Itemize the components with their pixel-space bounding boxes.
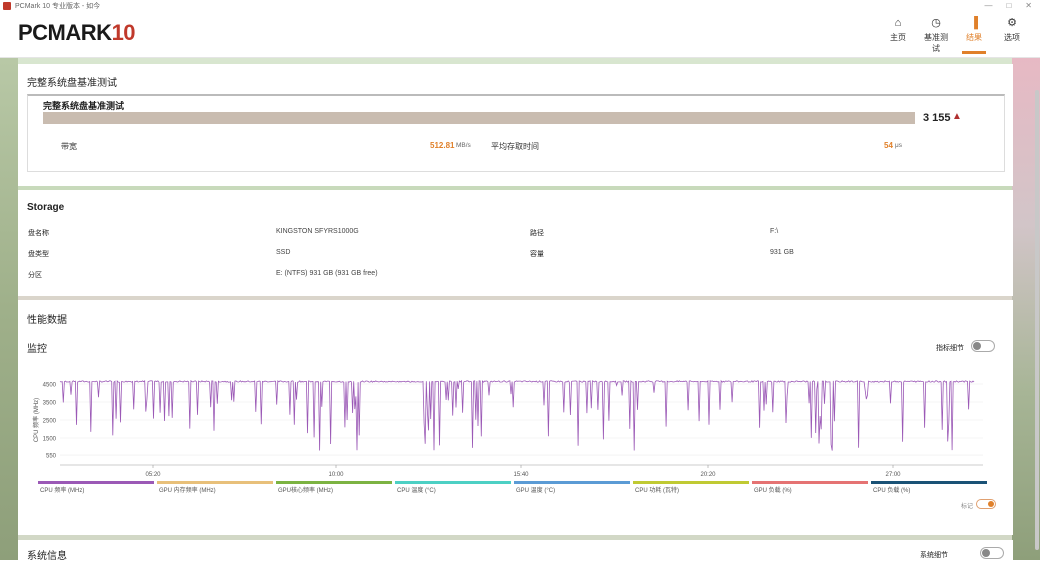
details-toggle[interactable] (971, 340, 995, 352)
title-bar: PCMark 10 专业版本 - 如今 — □ ✕ (0, 0, 1040, 12)
score-value: 3 155 (923, 112, 951, 124)
cpu-frequency-series (59, 379, 975, 451)
home-icon: ⌂ (894, 17, 902, 29)
legend-toggle[interactable] (976, 499, 996, 509)
storage-value: SSD (276, 249, 291, 256)
bar-chart-icon: ▐ (970, 17, 978, 29)
access-time-label: 平均存取时间 (491, 142, 539, 151)
close-button[interactable]: ✕ (1025, 1, 1032, 10)
storage-key: 分区 (28, 272, 42, 279)
pcmark-logo: PCMARK10 (18, 20, 136, 45)
performance-title: 性能数据 (27, 315, 67, 326)
storage-title: Storage (27, 202, 65, 213)
y-tick-label: 4500 (43, 383, 57, 389)
monitor-label: 监控 (27, 344, 47, 355)
x-tick-label: 05:20 (145, 472, 161, 478)
legend-toggle-label: 标记 (961, 504, 974, 510)
system-info-title: 系统信息 (27, 551, 67, 562)
legend-swatch (871, 481, 987, 484)
score-bar (43, 112, 915, 124)
monitor-chart: 550 1500 2500 3500 4500 CPU 频率 (MHz) 05:20 10:0… (32, 379, 987, 494)
gauge-icon: ◷ (931, 17, 941, 29)
storage-key: 盘类型 (28, 251, 49, 258)
legend-label: GPU 内存频率 (MHz) (159, 486, 216, 494)
system-details-toggle[interactable] (980, 547, 1004, 559)
legend-label: CPU 频率 (MHz) (40, 486, 84, 494)
page-scrollbar[interactable] (1035, 90, 1039, 550)
x-tick-label: 20:20 (700, 472, 716, 478)
x-tick-label: 27:00 (885, 472, 901, 478)
storage-key: 容量 (530, 251, 544, 258)
legend-swatch (514, 481, 630, 484)
nav-options[interactable]: ⚙ 选项 (998, 16, 1026, 54)
nav-label: 主页 (890, 33, 906, 42)
legend-label: GPU 温度 (°C) (516, 486, 555, 494)
nav-results[interactable]: ▐ 结果 (960, 16, 988, 54)
nav-home[interactable]: ⌂ 主页 (884, 16, 912, 54)
result-panel: 完整系统盘基准测试 完整系统盘基准测试 3 155 ▲ 带宽 512.81 MB… (18, 64, 1013, 186)
storage-value: F:\ (770, 228, 779, 235)
bandwidth-value: 512.81 (430, 141, 455, 150)
main-nav: ⌂ 主页 ◷ 基准测试 ▐ 结果 ⚙ 选项 (884, 16, 1026, 54)
legend-swatch (276, 481, 392, 484)
storage-panel: Storage 盘名称 KINGSTON SFYRS1000G 路径 F:\ 盘类型 SS… (18, 190, 1013, 296)
system-info-panel: 系统信息 系统细节 (18, 540, 1013, 562)
app-header: PCMARK10 ⌂ 主页 ◷ 基准测试 ▐ 结果 ⚙ 选项 (0, 12, 1040, 58)
minimize-button[interactable]: — (984, 1, 993, 10)
legend-label: GPU 负载 (%) (754, 486, 792, 494)
test-result-box: 完整系统盘基准测试 3 155 ▲ 带宽 512.81 MB/s 平均存取时间 … (27, 94, 1005, 172)
app-icon (3, 2, 11, 10)
legend-swatch (38, 481, 154, 484)
nav-label: 结果 (966, 33, 982, 42)
legend-swatch (395, 481, 511, 484)
y-axis-label: CPU 频率 (MHz) (32, 398, 40, 442)
access-time-unit: μs (895, 142, 902, 149)
storage-value: E: (NTFS) 931 GB (931 GB free) (276, 270, 378, 277)
y-tick-label: 1500 (43, 437, 57, 443)
legend-label: GPU核心频率 (MHz) (278, 486, 333, 494)
storage-value: KINGSTON SFYRS1000G (276, 228, 359, 235)
y-tick-label: 3500 (43, 401, 57, 407)
storage-value: 931 GB (770, 249, 794, 256)
performance-panel: 性能数据 监控 指标细节 550 1500 2500 3500 4500 CPU 频率 (… (18, 300, 1013, 535)
storage-key: 路径 (530, 230, 544, 237)
legend-swatch (752, 481, 868, 484)
legend-label: CPU 负载 (%) (873, 486, 910, 494)
legend-label: CPU 温度 (°C) (397, 486, 436, 494)
legend-swatch (633, 481, 749, 484)
x-tick-label: 10:00 (328, 472, 344, 478)
warning-triangle-icon[interactable]: ▲ (952, 111, 962, 122)
background-left (0, 58, 18, 560)
legend-label: CPU 功耗 (瓦特) (635, 486, 679, 494)
access-time-value: 54 (884, 141, 893, 150)
test-name: 完整系统盘基准测试 (43, 101, 125, 111)
window-title: PCMark 10 专业版本 - 如今 (15, 3, 101, 10)
y-tick-label: 2500 (43, 419, 57, 425)
y-tick-label: 550 (46, 454, 57, 460)
nav-label: 选项 (1004, 33, 1020, 42)
nav-label: 基准测试 (924, 33, 948, 53)
storage-key: 盘名称 (28, 230, 49, 237)
system-details-label: 系统细节 (920, 552, 948, 559)
bandwidth-label: 带宽 (61, 142, 77, 151)
nav-benchmark[interactable]: ◷ 基准测试 (922, 16, 950, 54)
legend-swatch (157, 481, 273, 484)
x-tick-label: 15:40 (513, 472, 529, 478)
result-panel-title: 完整系统盘基准测试 (27, 78, 117, 89)
maximize-button[interactable]: □ (1006, 1, 1012, 10)
bandwidth-unit: MB/s (456, 142, 471, 149)
details-toggle-label: 指标细节 (936, 345, 964, 352)
gear-icon: ⚙ (1007, 17, 1017, 29)
